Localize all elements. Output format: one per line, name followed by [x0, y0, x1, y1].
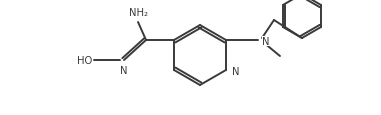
Text: NH₂: NH₂: [128, 8, 147, 18]
Text: HO: HO: [77, 56, 92, 65]
Text: N: N: [232, 66, 240, 76]
Text: N: N: [120, 65, 128, 75]
Text: N: N: [262, 37, 269, 47]
